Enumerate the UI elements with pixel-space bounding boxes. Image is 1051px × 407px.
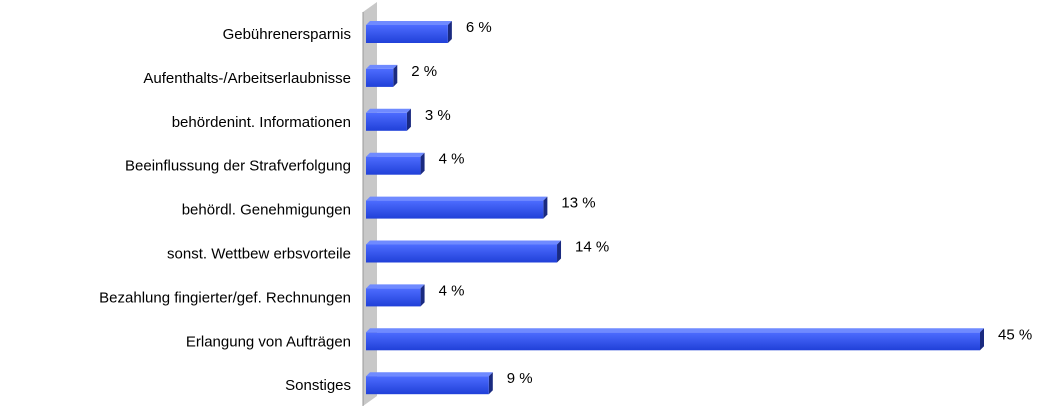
bar-top	[366, 284, 425, 289]
bar	[366, 200, 544, 219]
bar	[366, 25, 448, 43]
bar	[366, 288, 421, 307]
bar-top	[366, 328, 984, 333]
y-tick-label: Sonstiges	[285, 377, 351, 394]
bar	[366, 156, 421, 175]
value-label: 13 %	[561, 195, 595, 212]
bar-side	[420, 152, 425, 175]
bar	[366, 376, 489, 395]
bar-top	[366, 21, 452, 25]
bar	[366, 244, 558, 263]
bar-side	[420, 284, 425, 307]
bar-side	[406, 108, 411, 131]
bar-top	[366, 108, 411, 113]
y-tick-label: Beeinflussung der Strafverfolgung	[125, 158, 351, 175]
y-tick-label: behördl. Genehmigungen	[182, 202, 351, 219]
bar	[366, 112, 407, 131]
value-label: 2 %	[411, 63, 437, 80]
y-tick-label: Aufenthalts-/Arbeitserlaubnisse	[143, 70, 351, 87]
bar-top	[366, 196, 548, 201]
bar	[366, 332, 980, 351]
bar-top	[366, 240, 562, 245]
value-label: 9 %	[507, 370, 533, 387]
value-label: 4 %	[439, 151, 465, 168]
value-label: 14 %	[575, 238, 609, 255]
bar-side	[393, 64, 398, 87]
bar-side	[557, 240, 562, 263]
value-label: 3 %	[425, 107, 451, 124]
y-tick-label: Erlangung von Aufträgen	[186, 333, 351, 350]
y-tick-label: Bezahlung fingierter/gef. Rechnungen	[99, 289, 351, 306]
value-label: 6 %	[466, 19, 492, 36]
bar-side	[980, 328, 984, 351]
bar-side	[488, 372, 493, 395]
y-tick-label: behördenint. Informationen	[172, 114, 351, 131]
value-label: 4 %	[439, 282, 465, 299]
y-tick-label: sonst. Wettbew erbsvorteile	[167, 245, 351, 262]
bar	[366, 68, 394, 87]
y-tick-label: Gebührenersparnis	[223, 26, 351, 43]
bar-top	[366, 64, 398, 69]
bar-top	[366, 152, 425, 157]
bar-side	[543, 196, 548, 219]
value-label: 45 %	[998, 326, 1032, 343]
bar-top	[366, 372, 493, 377]
bar-side	[447, 21, 452, 43]
